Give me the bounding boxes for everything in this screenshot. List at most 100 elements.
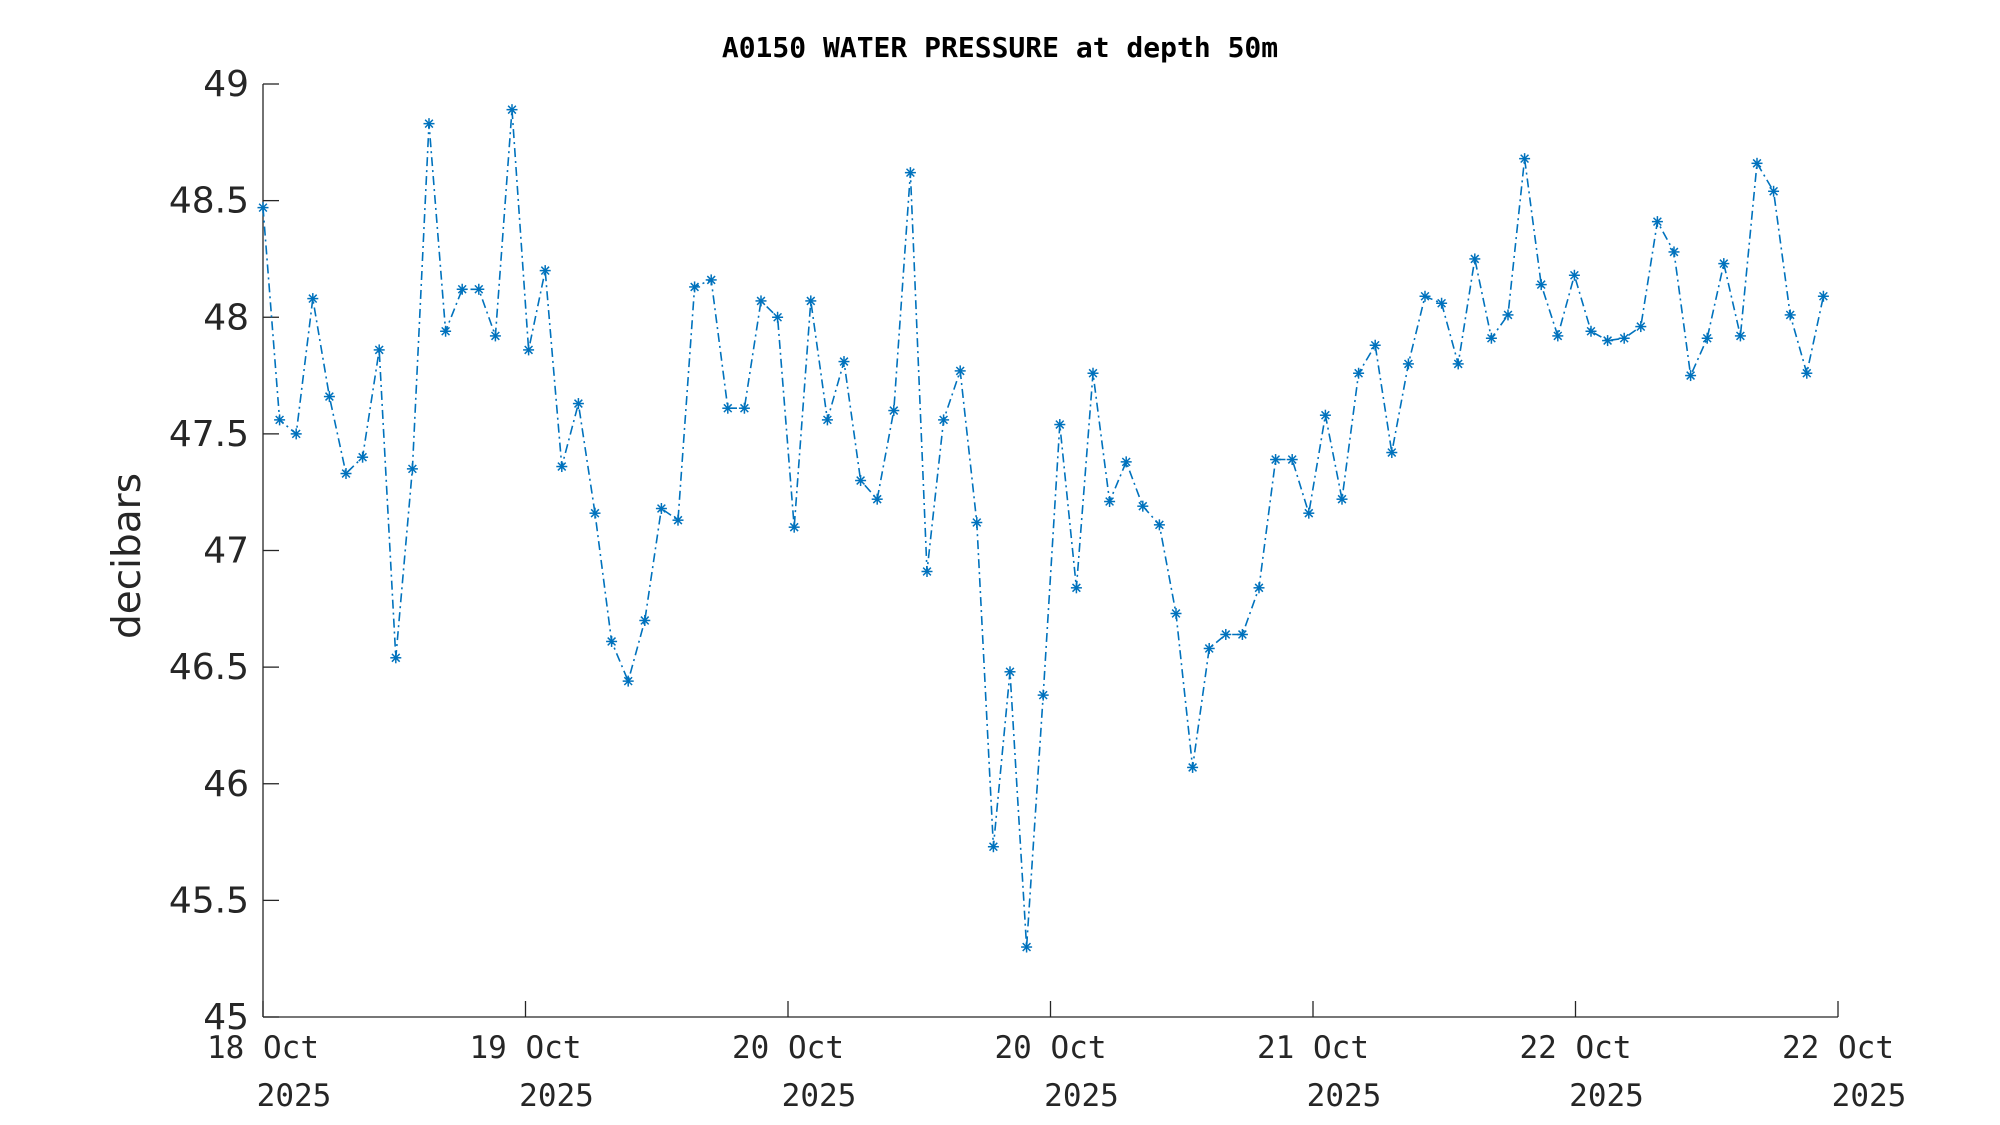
x-tick-label-date: 19 Oct [470, 1030, 582, 1066]
data-point-marker [1651, 216, 1663, 228]
data-point-marker [622, 675, 634, 687]
data-point-marker [1734, 330, 1746, 342]
data-point-marker [705, 274, 717, 286]
data-point-marker [1552, 330, 1564, 342]
data-point-marker [1768, 185, 1780, 197]
x-tick-label-date: 22 Oct [1520, 1030, 1632, 1066]
x-tick-label-year: 2025 [257, 1078, 332, 1114]
data-point-marker [1153, 519, 1165, 531]
data-point-marker [987, 841, 999, 853]
data-point-marker [1436, 297, 1448, 309]
data-point-marker [672, 514, 684, 526]
data-point-marker [1635, 321, 1647, 333]
y-tick-label: 47 [203, 531, 249, 572]
data-point-marker [1087, 367, 1099, 379]
data-point-marker [1386, 447, 1398, 459]
data-point-marker [1585, 325, 1597, 337]
y-axis-label: decibars [105, 473, 150, 639]
x-tick-label-date: 22 Oct [1782, 1030, 1894, 1066]
data-point-marker [1054, 419, 1066, 431]
data-point-marker [340, 468, 352, 480]
y-tick-label: 48.5 [169, 181, 249, 222]
data-point-marker [639, 614, 651, 626]
data-point-marker [556, 461, 568, 473]
y-tick-label: 46.5 [169, 647, 249, 688]
data-point-marker [606, 635, 618, 647]
data-point-marker [406, 463, 418, 475]
chart-title: A0150 WATER PRESSURE at depth 50m [722, 31, 1278, 64]
data-point-marker [855, 475, 867, 487]
data-point-marker [805, 295, 817, 307]
data-point-marker [655, 503, 667, 515]
y-tick-label: 47.5 [169, 414, 249, 455]
data-point-marker [539, 265, 551, 277]
data-point-marker [589, 507, 601, 519]
x-tick-label-date: 20 Oct [995, 1030, 1107, 1066]
x-tick-label-date: 21 Oct [1257, 1030, 1369, 1066]
data-point-marker [390, 652, 402, 664]
data-point-marker [1402, 358, 1414, 370]
data-point-marker [1469, 253, 1481, 265]
y-tick-label: 48 [203, 297, 249, 338]
data-point-marker [1303, 507, 1315, 519]
data-point-marker [871, 493, 883, 505]
x-tick-label-date: 18 Oct [207, 1030, 319, 1066]
data-point-marker [904, 167, 916, 179]
y-axis: 45 45.5 46 46.5 47 47.5 48 48.5 49 [169, 64, 279, 1038]
data-point-marker [821, 414, 833, 426]
data-point-marker [1137, 500, 1149, 512]
data-point-marker [1701, 332, 1713, 344]
data-point-marker [257, 202, 269, 214]
data-point-marker [1286, 454, 1298, 466]
data-point-marker [1685, 370, 1697, 382]
x-tick-label-date: 20 Oct [732, 1030, 844, 1066]
data-point-marker [1120, 456, 1132, 468]
data-point-marker [274, 414, 286, 426]
data-point-marker [456, 283, 468, 295]
data-point-marker [572, 398, 584, 410]
data-point-marker [689, 281, 701, 293]
data-point-marker [506, 104, 518, 116]
data-point-marker [1187, 761, 1199, 773]
data-point-marker [788, 521, 800, 533]
y-tick-label: 45 [203, 997, 249, 1038]
data-point-marker [1270, 454, 1282, 466]
data-point-marker [290, 428, 302, 440]
data-point-marker [1037, 689, 1049, 701]
data-point-marker [1602, 335, 1614, 347]
data-point-marker [440, 325, 452, 337]
data-point-marker [1419, 290, 1431, 302]
data-point-marker [1369, 339, 1381, 351]
data-point-marker [1618, 332, 1630, 344]
data-point-marker [1502, 309, 1514, 321]
x-tick-label-year: 2025 [1307, 1078, 1382, 1114]
data-point-marker [772, 311, 784, 323]
x-axis: 18 Oct 2025 19 Oct 2025 20 Oct 2025 20 Oct 2025… [207, 1001, 1906, 1114]
data-point-marker [523, 344, 535, 356]
x-tick-label-year: 2025 [1569, 1078, 1644, 1114]
y-tick-label: 45.5 [169, 880, 249, 921]
data-point-marker [1070, 582, 1082, 594]
data-point-marker [1253, 582, 1265, 594]
x-tick-label-year: 2025 [1832, 1078, 1907, 1114]
series-markers [257, 104, 1829, 953]
data-point-marker [1817, 290, 1829, 302]
data-point-marker [1568, 269, 1580, 281]
data-point-marker [971, 517, 983, 529]
data-point-marker [473, 283, 485, 295]
data-point-marker [1353, 367, 1365, 379]
y-tick-label: 49 [203, 64, 249, 105]
data-point-marker [357, 451, 369, 463]
data-point-marker [921, 565, 933, 577]
data-point-marker [888, 405, 900, 417]
data-point-marker [1519, 153, 1531, 165]
data-point-marker [1535, 279, 1547, 291]
data-point-marker [738, 402, 750, 414]
data-point-marker [1751, 157, 1763, 169]
data-point-marker [423, 118, 435, 130]
data-point-marker [1220, 628, 1232, 640]
data-point-marker [1004, 666, 1016, 678]
y-tick-label: 46 [203, 764, 249, 805]
data-point-marker [755, 295, 767, 307]
